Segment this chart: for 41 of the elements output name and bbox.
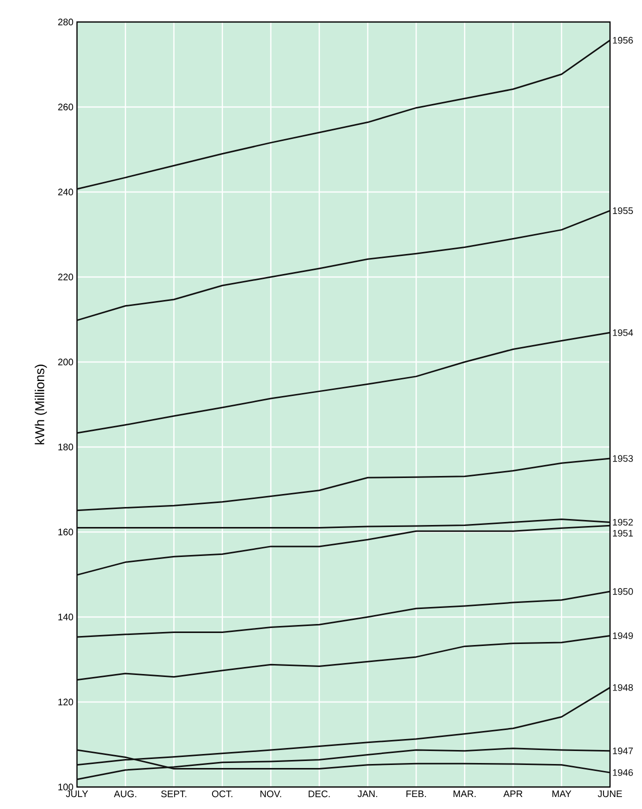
series-label: 1949	[612, 632, 633, 640]
line-series	[76, 332, 611, 434]
y-tick-label: 220	[58, 274, 74, 280]
series-label: 1948	[612, 684, 633, 691]
y-tick-label: 140	[58, 614, 74, 620]
series-label: 1947	[612, 748, 633, 754]
x-tick-label: MAY	[552, 790, 572, 798]
line-series	[76, 748, 611, 780]
x-tick-label: DEC.	[308, 790, 330, 798]
series-label: 1952	[612, 518, 633, 526]
series-label: 1956	[612, 36, 633, 44]
y-tick-label: 200	[58, 358, 74, 366]
series-label: 1946	[612, 769, 633, 776]
x-tick-label: NOV.	[260, 790, 282, 798]
series-label: 1954	[612, 329, 634, 336]
x-tick-label: JAN.	[358, 790, 378, 798]
x-tick-label: AUG.	[114, 790, 136, 798]
line-series	[76, 458, 611, 512]
line-series	[76, 634, 611, 681]
y-axis-title: kWh (Millions)	[34, 364, 47, 444]
y-tick-label: 160	[58, 528, 74, 536]
y-tick-label: 180	[58, 444, 74, 450]
series-label: 1950	[612, 588, 633, 595]
x-tick-label: JUNE	[598, 790, 622, 798]
y-tick-label: 100	[58, 784, 74, 790]
y-tick-label: 280	[58, 18, 74, 26]
series-label: 1951	[612, 530, 633, 537]
y-tick-label: 120	[58, 698, 74, 706]
x-tick-label: APR	[503, 790, 522, 798]
x-tick-label: MAR.	[454, 790, 476, 798]
line-series	[76, 40, 611, 190]
line-series	[76, 590, 611, 638]
x-tick-label: OCT.	[212, 790, 232, 798]
x-tick-label: SEPT.	[161, 790, 186, 798]
x-tick-label: FEB.	[406, 790, 426, 798]
x-tick-label: JULY	[66, 790, 88, 798]
series-label: 1953	[612, 455, 633, 462]
line-series	[76, 210, 611, 322]
series-label: 1955	[612, 207, 633, 214]
y-tick-label: 260	[58, 104, 74, 110]
y-tick-label: 240	[58, 188, 74, 196]
